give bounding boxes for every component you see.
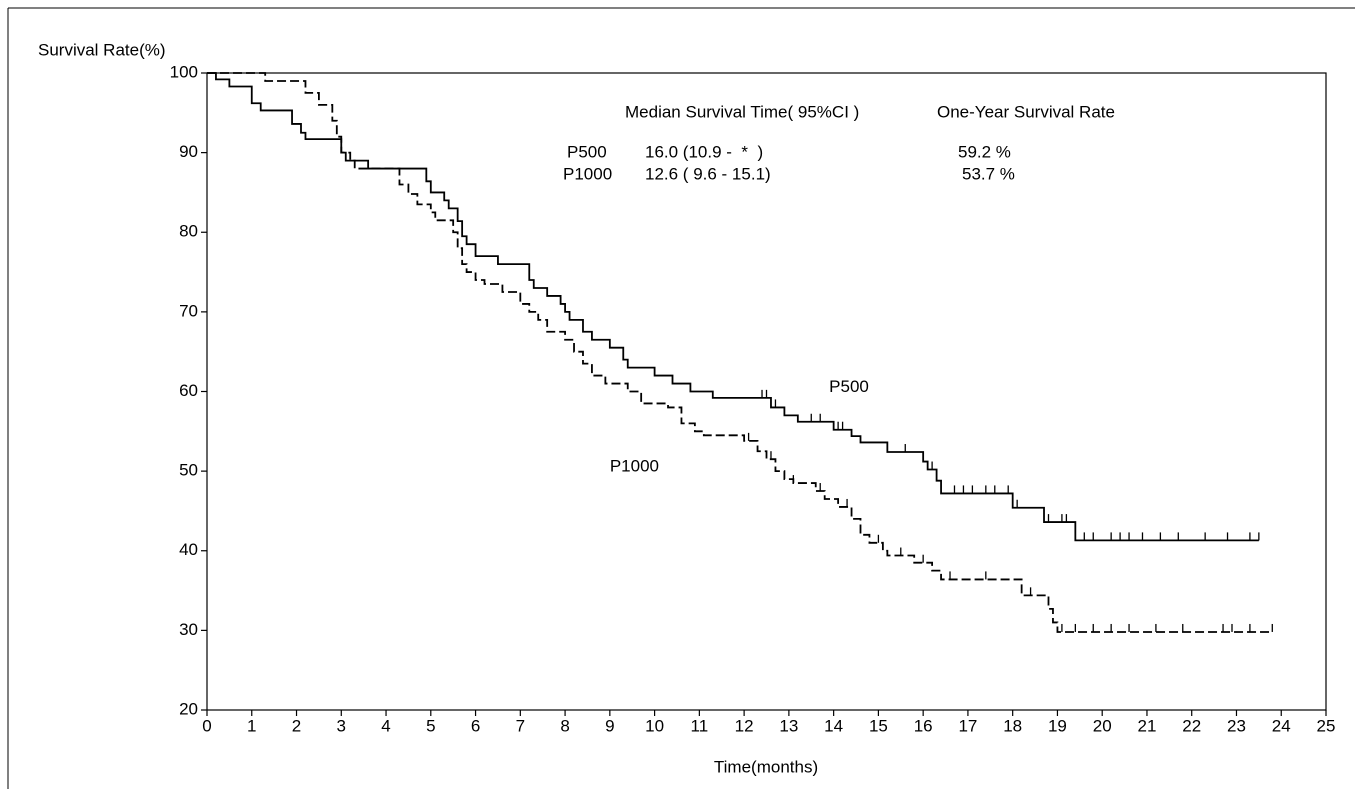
y-axis-title: Survival Rate(%) xyxy=(38,40,166,59)
table-cell: 16.0 (10.9 - * ) xyxy=(645,142,763,161)
x-tick-label: 21 xyxy=(1137,716,1156,735)
table-header: Median Survival Time( 95%CI ) xyxy=(625,102,859,121)
x-tick-label: 19 xyxy=(1048,716,1067,735)
x-tick-label: 12 xyxy=(735,716,754,735)
x-tick-label: 4 xyxy=(381,716,390,735)
table-row-label: P500 xyxy=(567,142,607,161)
table-cell: 12.6 ( 9.6 - 15.1) xyxy=(645,164,771,183)
survival-curve xyxy=(207,72,1273,633)
x-tick-label: 23 xyxy=(1227,716,1246,735)
x-tick-label: 7 xyxy=(516,716,525,735)
x-tick-label: 22 xyxy=(1182,716,1201,735)
x-tick-label: 20 xyxy=(1093,716,1112,735)
x-axis-title: Time(months) xyxy=(714,757,818,776)
x-tick-label: 0 xyxy=(202,716,211,735)
y-tick-label: 20 xyxy=(179,699,198,718)
x-tick-label: 5 xyxy=(426,716,435,735)
x-tick-label: 8 xyxy=(560,716,569,735)
y-tick-label: 80 xyxy=(179,222,198,241)
y-tick-label: 60 xyxy=(179,381,198,400)
table-cell: 53.7 % xyxy=(962,164,1015,183)
x-tick-label: 10 xyxy=(645,716,664,735)
y-tick-label: 90 xyxy=(179,142,198,161)
x-tick-label: 3 xyxy=(337,716,346,735)
x-tick-label: 24 xyxy=(1272,716,1291,735)
curve-label: P500 xyxy=(829,377,869,396)
x-tick-label: 2 xyxy=(292,716,301,735)
x-tick-label: 1 xyxy=(247,716,256,735)
table-row-label: P1000 xyxy=(563,164,612,183)
x-tick-label: 18 xyxy=(1003,716,1022,735)
table-cell: 59.2 % xyxy=(958,142,1011,161)
y-tick-label: 100 xyxy=(170,62,198,81)
x-tick-label: 14 xyxy=(824,716,843,735)
y-tick-label: 70 xyxy=(179,301,198,320)
x-tick-label: 9 xyxy=(605,716,614,735)
y-tick-label: 50 xyxy=(179,461,198,480)
x-tick-label: 15 xyxy=(869,716,888,735)
x-tick-label: 17 xyxy=(958,716,977,735)
x-tick-label: 13 xyxy=(779,716,798,735)
x-tick-label: 6 xyxy=(471,716,480,735)
y-tick-label: 40 xyxy=(179,540,198,559)
x-tick-label: 11 xyxy=(691,716,709,735)
x-tick-label: 25 xyxy=(1317,716,1336,735)
y-tick-label: 30 xyxy=(179,620,198,639)
x-tick-label: 16 xyxy=(914,716,933,735)
table-header: One-Year Survival Rate xyxy=(937,102,1115,121)
curve-label: P1000 xyxy=(610,457,659,476)
